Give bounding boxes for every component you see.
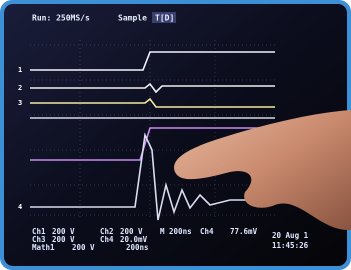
readout-text: Math1 [32, 243, 55, 252]
ch-marker: 1 [18, 66, 22, 74]
trigger: T[D] [155, 14, 174, 23]
ch-marker: 2 [18, 84, 22, 92]
readout-text: 200 V [72, 243, 95, 252]
page: {"header": {"acquisition": "Run: 250MS/s… [0, 0, 351, 270]
readout-text: 200ns [126, 243, 149, 252]
ch-marker: 4 [18, 203, 22, 211]
mode: Sample [118, 14, 147, 23]
readout-text: Ch4 [100, 235, 114, 244]
readout-text: 20 Aug 1 [272, 231, 309, 240]
acquisition: Run: 250MS/s [32, 14, 90, 23]
readout-text: Ch4 [200, 227, 214, 236]
photo: Run: 250MS/s Sample T[D] 1 2 3 4 Ch1200 … [0, 0, 351, 270]
ch-marker: 3 [18, 99, 22, 107]
readout-text: M 200ns [160, 227, 192, 236]
readout-text: 77.6mV [230, 227, 258, 236]
readout-text: 11:45:26 [272, 241, 309, 250]
